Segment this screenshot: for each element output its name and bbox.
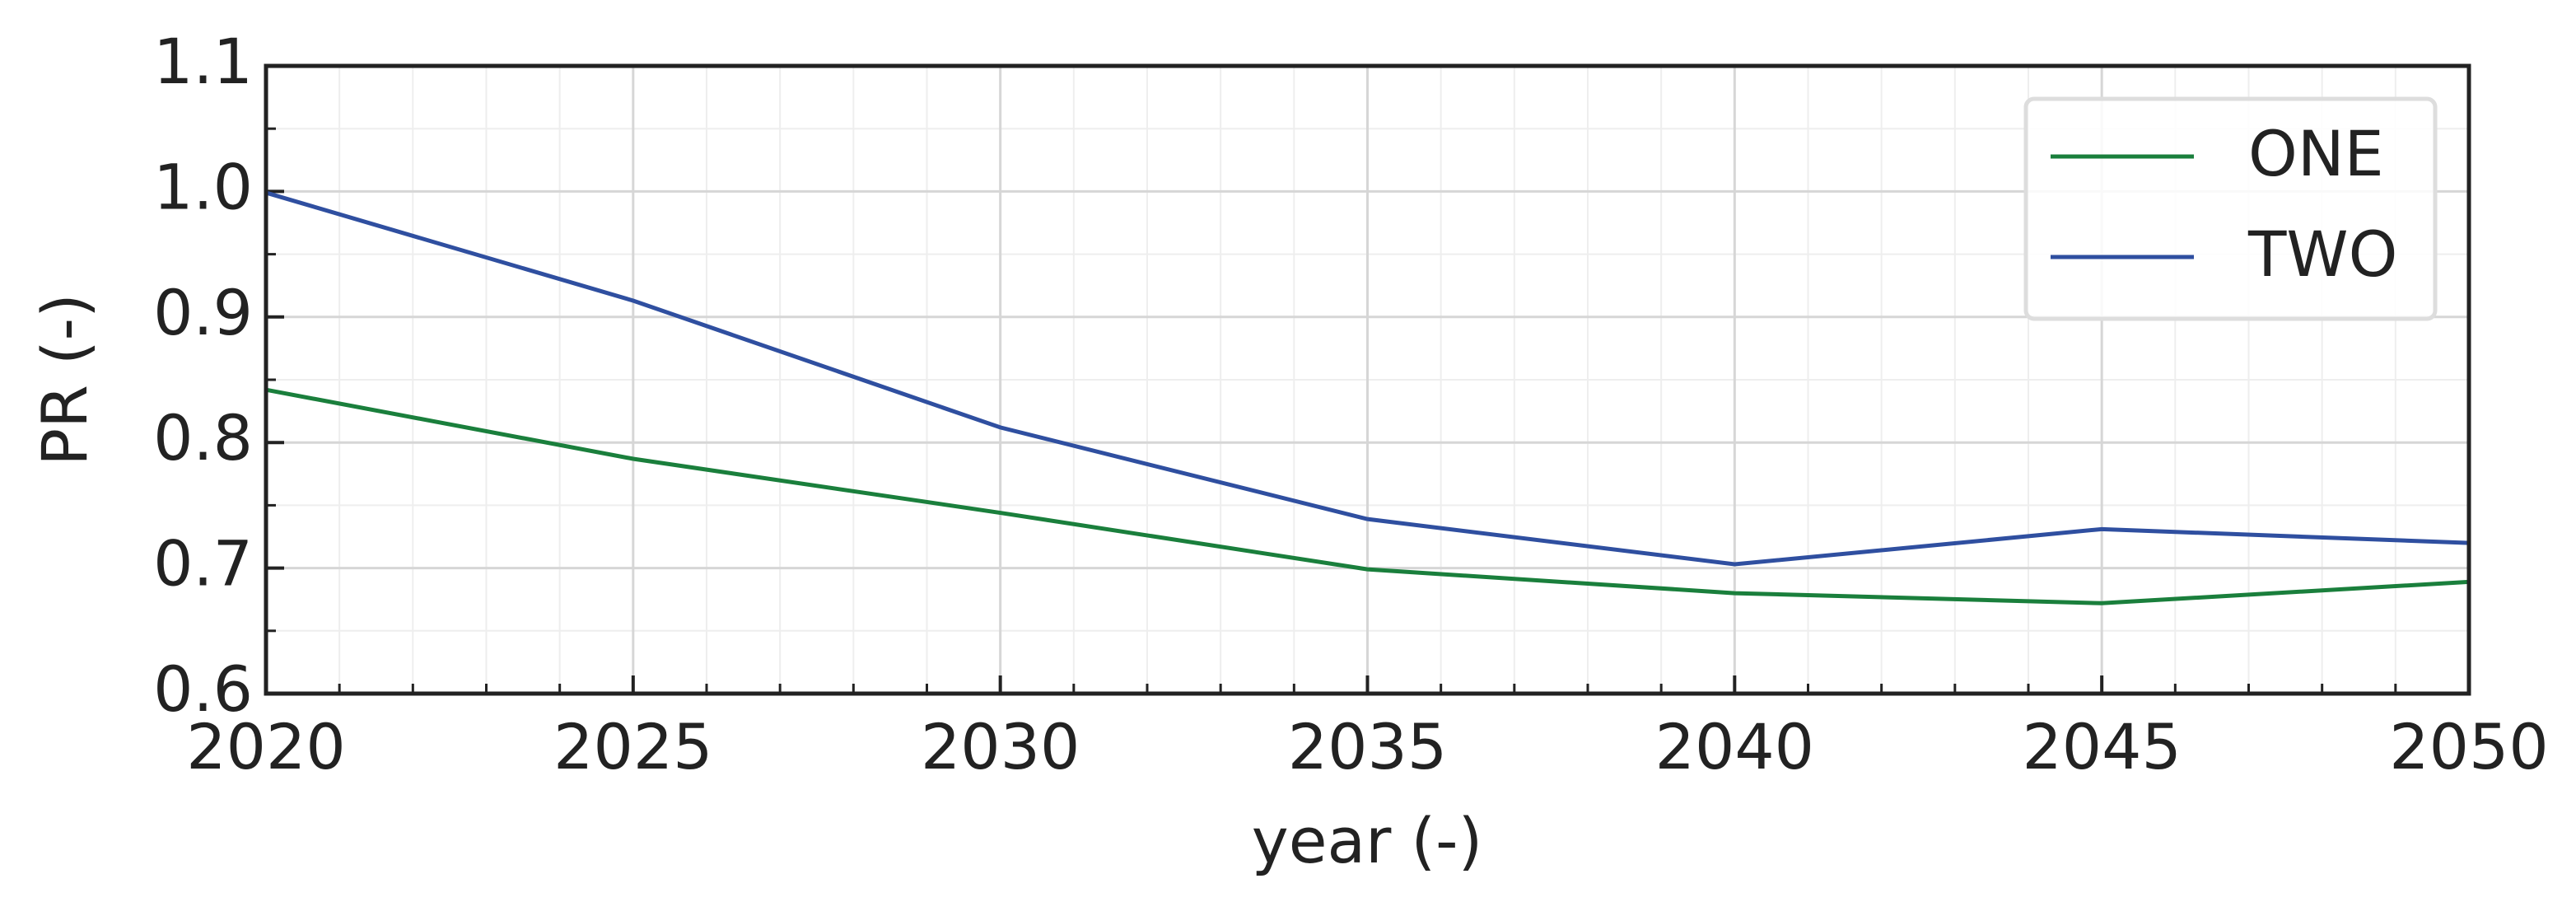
legend-label: TWO — [2247, 217, 2397, 291]
y-tick-label: 0.8 — [153, 401, 253, 474]
x-tick-label: 2030 — [921, 710, 1080, 783]
plot-frame — [264, 63, 2471, 696]
y-tick-label: 1.1 — [153, 25, 253, 98]
x-tick-label: 2020 — [186, 710, 345, 783]
y-axis-label: PR (-) — [28, 293, 101, 466]
y-tick-label: 1.0 — [153, 150, 253, 223]
x-tick-label: 2040 — [1655, 710, 1814, 783]
legend-box — [2023, 96, 2438, 321]
x-tick-label: 2045 — [2022, 710, 2181, 783]
x-tick-label: 2035 — [1288, 710, 1447, 783]
x-axis-label: year (-) — [1252, 804, 1482, 877]
y-tick-label: 0.6 — [153, 652, 253, 726]
legend-label: ONE — [2248, 117, 2384, 190]
y-tick-label: 0.9 — [153, 276, 253, 349]
series-line — [265, 387, 2470, 605]
x-tick-label: 2025 — [553, 710, 712, 783]
legend: ONE TWO — [2023, 96, 2438, 321]
series-line — [265, 190, 2470, 567]
y-tick-label: 0.7 — [153, 527, 253, 601]
x-tick-label: 2050 — [2389, 710, 2548, 783]
